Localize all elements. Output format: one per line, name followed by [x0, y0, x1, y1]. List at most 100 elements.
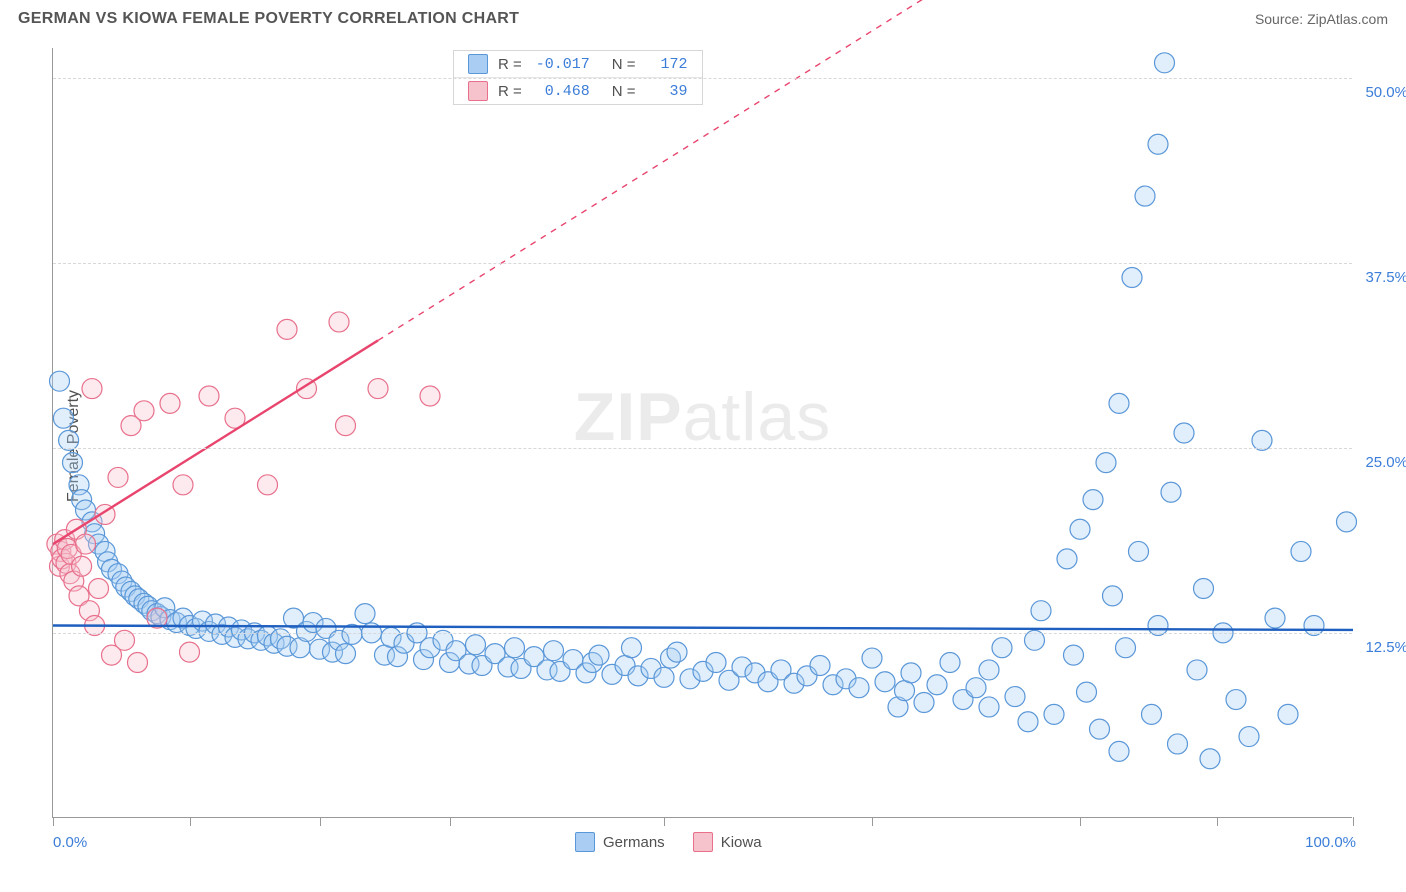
data-point — [1200, 749, 1220, 769]
data-point — [1135, 186, 1155, 206]
data-point — [336, 416, 356, 436]
data-point — [862, 648, 882, 668]
data-point — [258, 475, 278, 495]
data-point — [1103, 586, 1123, 606]
data-point — [914, 693, 934, 713]
data-point — [940, 653, 960, 673]
data-point — [72, 556, 92, 576]
data-point — [979, 697, 999, 717]
data-point — [199, 386, 219, 406]
data-point — [1031, 601, 1051, 621]
x-max-label: 100.0% — [1305, 834, 1356, 851]
legend-swatch — [468, 81, 488, 101]
data-point — [1194, 578, 1214, 598]
data-point — [810, 655, 830, 675]
data-point — [128, 653, 148, 673]
data-point — [336, 644, 356, 664]
data-point — [63, 453, 83, 473]
data-point — [355, 604, 375, 624]
data-point — [589, 645, 609, 665]
x-min-label: 0.0% — [53, 834, 87, 851]
data-point — [1077, 682, 1097, 702]
data-point — [1226, 690, 1246, 710]
data-point — [667, 642, 687, 662]
data-point — [368, 379, 388, 399]
data-point — [895, 681, 915, 701]
data-point — [1083, 490, 1103, 510]
data-point — [1109, 741, 1129, 761]
data-point — [1291, 541, 1311, 561]
source-attribution: Source: ZipAtlas.com — [1255, 11, 1388, 27]
data-point — [1018, 712, 1038, 732]
data-point — [1142, 704, 1162, 724]
data-point — [849, 678, 869, 698]
data-point — [1116, 638, 1136, 658]
data-point — [1109, 393, 1129, 413]
data-point — [76, 534, 96, 554]
y-tick-label: 50.0% — [1365, 84, 1406, 101]
y-tick-label: 25.0% — [1365, 454, 1406, 471]
data-point — [992, 638, 1012, 658]
data-point — [1337, 512, 1357, 532]
data-point — [1090, 719, 1110, 739]
y-tick-label: 37.5% — [1365, 269, 1406, 286]
y-tick-label: 12.5% — [1365, 639, 1406, 656]
data-point — [160, 393, 180, 413]
legend-swatch — [468, 54, 488, 74]
data-point — [654, 667, 674, 687]
data-point — [901, 663, 921, 683]
data-point — [108, 467, 128, 487]
data-point — [1161, 482, 1181, 502]
data-point — [53, 408, 73, 428]
data-point — [875, 672, 895, 692]
plot-area: ZIPatlas R =-0.017N =172R =0.468N =39 12… — [52, 48, 1352, 818]
data-point — [1122, 268, 1142, 288]
trendline — [53, 340, 378, 544]
data-point — [1129, 541, 1149, 561]
data-point — [544, 641, 564, 661]
data-point — [329, 312, 349, 332]
legend-item: Kiowa — [693, 832, 762, 852]
data-point — [466, 635, 486, 655]
data-point — [1148, 134, 1168, 154]
legend-label: Kiowa — [721, 834, 762, 851]
series-legend: Germans Kiowa — [575, 832, 762, 852]
data-point — [505, 638, 525, 658]
data-point — [50, 371, 70, 391]
data-point — [1070, 519, 1090, 539]
data-point — [1168, 734, 1188, 754]
data-point — [89, 578, 109, 598]
legend-swatch — [575, 832, 595, 852]
chart-container: GERMAN VS KIOWA FEMALE POVERTY CORRELATI… — [0, 0, 1406, 892]
data-point — [979, 660, 999, 680]
data-point — [277, 319, 297, 339]
plot-svg — [53, 48, 1352, 817]
data-point — [82, 379, 102, 399]
data-point — [1155, 53, 1175, 73]
data-point — [1064, 645, 1084, 665]
data-point — [173, 475, 193, 495]
data-point — [966, 678, 986, 698]
legend-item: Germans — [575, 832, 665, 852]
data-point — [1096, 453, 1116, 473]
data-point — [622, 638, 642, 658]
data-point — [927, 675, 947, 695]
stats-legend-row: R =-0.017N =172 — [454, 51, 702, 78]
data-point — [1278, 704, 1298, 724]
data-point — [706, 653, 726, 673]
data-point — [1265, 608, 1285, 628]
data-point — [420, 386, 440, 406]
data-point — [134, 401, 154, 421]
data-point — [1239, 727, 1259, 747]
data-point — [180, 642, 200, 662]
stats-legend-row: R =0.468N =39 — [454, 78, 702, 104]
data-point — [1005, 687, 1025, 707]
data-point — [1057, 549, 1077, 569]
data-point — [1187, 660, 1207, 680]
data-point — [1044, 704, 1064, 724]
data-point — [1174, 423, 1194, 443]
title-bar: GERMAN VS KIOWA FEMALE POVERTY CORRELATI… — [0, 0, 1406, 34]
legend-label: Germans — [603, 834, 665, 851]
chart-title: GERMAN VS KIOWA FEMALE POVERTY CORRELATI… — [18, 10, 519, 28]
legend-swatch — [693, 832, 713, 852]
